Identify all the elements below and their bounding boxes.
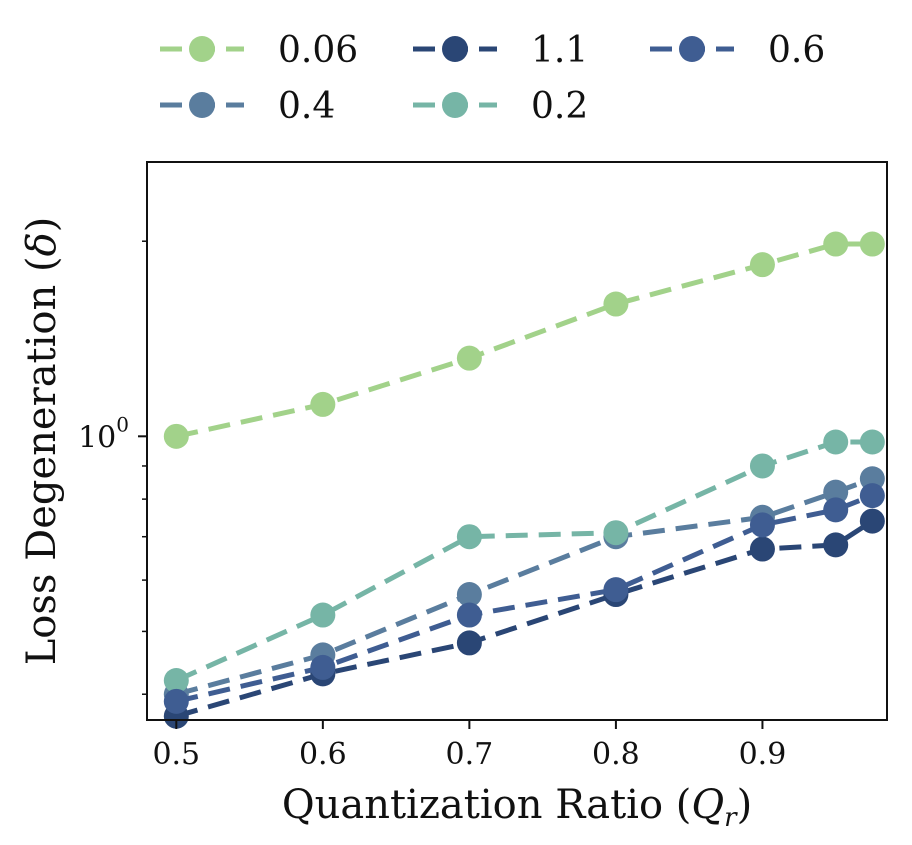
legend-item-0.2: 0.2 [413, 86, 588, 127]
legend-label: 0.2 [531, 86, 588, 127]
x-tick-label: 0.5 [152, 737, 200, 772]
data-point [310, 602, 336, 628]
data-point [749, 252, 775, 278]
data-point [859, 508, 885, 534]
data-point [456, 602, 482, 628]
data-point [163, 688, 189, 714]
x-axis-ticks: 0.5 0.6 0.7 0.8 0.9 [152, 720, 786, 772]
series-0.06 [163, 231, 885, 449]
series-line [175, 439, 873, 683]
y-tick-label: 100 [78, 412, 129, 455]
legend-item-0.06: 0.06 [160, 30, 358, 71]
x-tick-label: 0.9 [739, 737, 787, 772]
data-point [603, 577, 629, 603]
data-point [859, 483, 885, 509]
x-axis-title-text: Quantization Ratio ( [282, 782, 692, 828]
data-point [310, 654, 336, 680]
data-point [749, 512, 775, 538]
data-point [823, 497, 849, 523]
data-point [859, 231, 885, 257]
y-axis-title-close: ) [19, 217, 65, 233]
legend-item-1.1: 1.1 [413, 30, 588, 71]
series-layer [163, 231, 885, 729]
data-point [163, 667, 189, 693]
legend-label: 1.1 [531, 30, 588, 71]
data-point [749, 536, 775, 562]
x-axis-title: Quantization Ratio (Qr) [282, 782, 752, 833]
legend-marker [442, 92, 468, 118]
legend-marker [189, 36, 215, 62]
legend-label: 0.6 [768, 30, 825, 71]
data-point [823, 532, 849, 558]
series-0.6 [163, 483, 885, 714]
legend-marker [189, 92, 215, 118]
data-point [456, 345, 482, 371]
data-point [749, 453, 775, 479]
data-point [163, 423, 189, 449]
plot-frame [146, 161, 888, 721]
legend-marker [679, 36, 705, 62]
data-point [456, 582, 482, 608]
data-point [823, 479, 849, 505]
x-axis-title-symbol: Q [691, 782, 724, 828]
x-tick-label: 0.8 [592, 737, 640, 772]
series-0.4 [163, 466, 885, 707]
data-point [603, 520, 629, 546]
legend-marker [442, 36, 468, 62]
x-axis-title-subscript: r [724, 803, 738, 833]
x-tick-label: 0.6 [299, 737, 347, 772]
y-tick-base: 10 [78, 420, 116, 455]
y-axis-title: Loss Degeneration (δ) [19, 217, 65, 666]
y-axis-title-symbol: δ [19, 232, 65, 256]
legend-item-0.6: 0.6 [650, 30, 825, 71]
data-point [456, 630, 482, 656]
legend-item-0.4: 0.4 [160, 86, 335, 127]
data-point [456, 524, 482, 550]
x-axis-title-close: ) [737, 782, 753, 828]
data-point [823, 429, 849, 455]
data-point [823, 231, 849, 257]
series-1.1 [163, 508, 885, 729]
legend-label: 0.4 [278, 86, 335, 127]
x-tick-label: 0.7 [446, 737, 494, 772]
y-tick-exponent: 0 [116, 412, 129, 436]
data-point [859, 429, 885, 455]
legend: 0.06 0.4 1.1 0.2 0.6 [160, 30, 825, 127]
data-point [603, 291, 629, 317]
y-axis-title-text: Loss Degeneration ( [19, 256, 65, 665]
series-0.2 [163, 429, 885, 693]
legend-label: 0.06 [278, 30, 358, 71]
y-axis-ticks: 100 [78, 240, 147, 695]
data-point [310, 391, 336, 417]
